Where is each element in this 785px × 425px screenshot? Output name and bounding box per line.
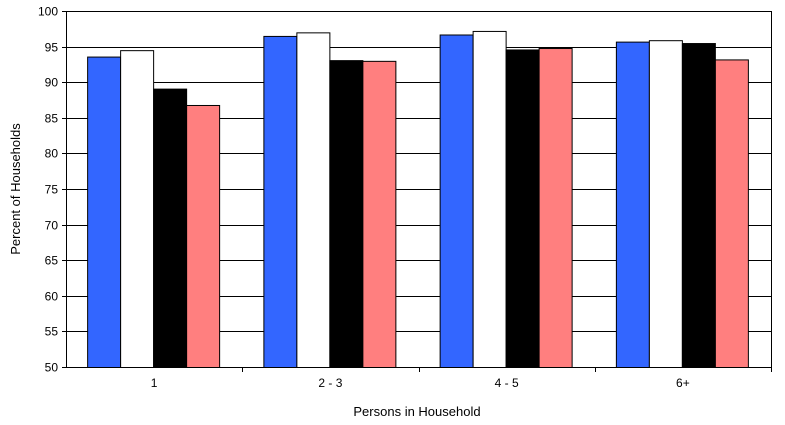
x-tick-label: 4 - 5 bbox=[495, 376, 519, 390]
bar bbox=[362, 60, 397, 369]
bar bbox=[120, 50, 155, 368]
bar bbox=[472, 30, 507, 368]
x-tick-label: 1 bbox=[151, 376, 158, 390]
bar bbox=[505, 49, 540, 369]
y-tick-label: 50 bbox=[45, 361, 59, 375]
bar bbox=[329, 60, 364, 369]
bar bbox=[648, 40, 683, 369]
bar bbox=[263, 35, 298, 368]
bar bbox=[538, 48, 573, 369]
bar bbox=[439, 34, 474, 368]
y-tick-label: 65 bbox=[45, 254, 59, 268]
bars bbox=[87, 30, 749, 369]
y-tick-label: 80 bbox=[45, 147, 59, 161]
y-tick-label: 85 bbox=[45, 112, 59, 126]
y-tick-label: 75 bbox=[45, 183, 59, 197]
bar bbox=[87, 56, 122, 369]
bar bbox=[186, 104, 221, 368]
bar bbox=[153, 88, 188, 368]
bar bbox=[296, 32, 331, 369]
bar bbox=[714, 59, 749, 369]
y-tick-label: 70 bbox=[45, 219, 59, 233]
y-axis-title: Percent of Households bbox=[8, 123, 23, 255]
y-tick-label: 60 bbox=[45, 290, 59, 304]
bar bbox=[681, 43, 716, 368]
axes: 50 55 60 65 70 75 80 85 90 95 100 1 2 - 3 4 - 5 6+ bbox=[38, 5, 772, 390]
y-tick-label: 100 bbox=[38, 5, 58, 19]
bar bbox=[615, 41, 650, 369]
y-tick-label: 55 bbox=[45, 325, 59, 339]
x-tick-label: 2 - 3 bbox=[318, 376, 342, 390]
x-axis-title: Persons in Household bbox=[353, 404, 480, 419]
y-tick-label: 90 bbox=[45, 76, 59, 90]
plot-frame bbox=[66, 11, 772, 368]
x-tick-label: 6+ bbox=[676, 376, 690, 390]
y-tick-label: 95 bbox=[45, 41, 59, 55]
